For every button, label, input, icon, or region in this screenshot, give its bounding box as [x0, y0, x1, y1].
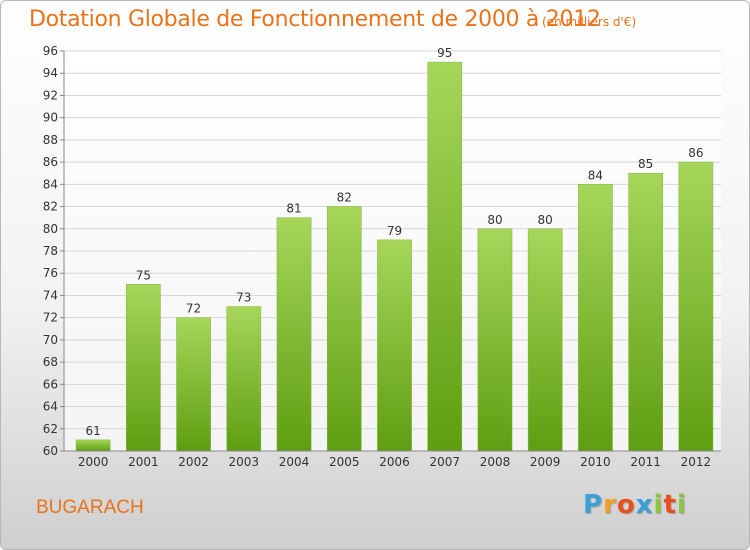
y-tick-label: 78: [43, 244, 58, 258]
bar-2004: [276, 217, 312, 452]
x-tick-label: 2005: [329, 455, 360, 469]
x-tick-label: 2007: [429, 455, 460, 469]
x-tick-label: 2008: [480, 455, 511, 469]
value-label-2010: 84: [588, 168, 603, 182]
chart-title: Dotation Globale de Fonctionnement de 20…: [29, 7, 601, 32]
logo-letter: o: [616, 490, 636, 520]
value-label-2002: 72: [186, 302, 201, 316]
x-tick-label: 2010: [580, 455, 611, 469]
bar-2001: [126, 284, 161, 452]
location-name: BUGARACH: [36, 497, 144, 518]
value-label-2011: 85: [638, 157, 653, 171]
x-tick-label: 2003: [229, 455, 260, 469]
y-tick-label: 88: [43, 133, 58, 147]
value-label-2007: 95: [437, 46, 452, 60]
y-tick-label: 92: [43, 88, 58, 102]
y-tick-label: 72: [43, 311, 58, 325]
bar-2011: [628, 172, 663, 452]
proxiti-logo: Proxiti: [583, 490, 687, 520]
x-tick-label: 2012: [681, 455, 712, 469]
bar-2006: [377, 239, 412, 452]
y-tick-label: 82: [43, 200, 58, 214]
value-label-2004: 81: [286, 202, 301, 216]
x-tick-label: 2000: [78, 455, 109, 469]
logo-letter: x: [635, 490, 654, 520]
y-tick-label: 90: [43, 111, 58, 125]
y-tick-label: 80: [43, 222, 58, 236]
value-label-2012: 86: [688, 146, 703, 160]
y-tick-label: 96: [43, 44, 58, 58]
value-label-2005: 82: [337, 191, 352, 205]
x-tick-label: 2001: [128, 455, 159, 469]
bar-2005: [326, 206, 362, 452]
bar-2003: [226, 306, 262, 452]
x-tick-label: 2006: [379, 455, 410, 469]
bars: 61 75 72 73 81 82 79 95 80 80 84 85 86: [75, 46, 714, 452]
y-tick-label: 62: [43, 422, 58, 436]
value-label-2000: 61: [85, 424, 100, 438]
value-label-2006: 79: [387, 224, 402, 238]
y-tick-label: 76: [43, 266, 58, 280]
x-tick-label: 2011: [630, 455, 661, 469]
x-tick-label: 2004: [279, 455, 310, 469]
value-label-2009: 80: [538, 213, 553, 227]
unit-note: (en milliers d'€): [542, 15, 637, 29]
bar-2000: [75, 439, 111, 452]
y-tick-label: 66: [43, 377, 58, 391]
x-tick-label: 2002: [178, 455, 209, 469]
logo-letter: i: [676, 490, 687, 520]
y-tick-label: 84: [43, 177, 58, 191]
value-label-2003: 73: [236, 291, 251, 305]
y-tick-label: 60: [43, 444, 58, 458]
y-tick-label: 68: [43, 355, 58, 369]
y-axis: 60 62 64 66 68 70 72 74 76 78 80 82 84 86 88 90 92 94 96: [43, 44, 65, 458]
bar-2009: [527, 228, 563, 452]
value-label-2008: 80: [487, 213, 502, 227]
logo-letter: i: [653, 490, 664, 520]
logo-letter: P: [583, 490, 604, 520]
bar-2012: [678, 161, 714, 452]
y-tick-label: 70: [43, 333, 58, 347]
y-tick-label: 74: [43, 288, 58, 302]
value-label-2001: 75: [136, 268, 151, 282]
bar-2002: [176, 317, 211, 452]
x-axis: 2000 2001 2002 2003 2004 2005 2006 2007 2008 2009…: [64, 450, 721, 469]
logo-letter: r: [603, 490, 617, 520]
bar-2010: [578, 184, 613, 452]
y-tick-label: 86: [43, 155, 58, 169]
bar-2008: [477, 228, 513, 452]
bar-2007: [427, 61, 463, 452]
logo-letter: t: [663, 490, 677, 520]
y-tick-label: 64: [43, 400, 58, 414]
x-tick-label: 2009: [530, 455, 561, 469]
y-tick-label: 94: [43, 66, 58, 80]
